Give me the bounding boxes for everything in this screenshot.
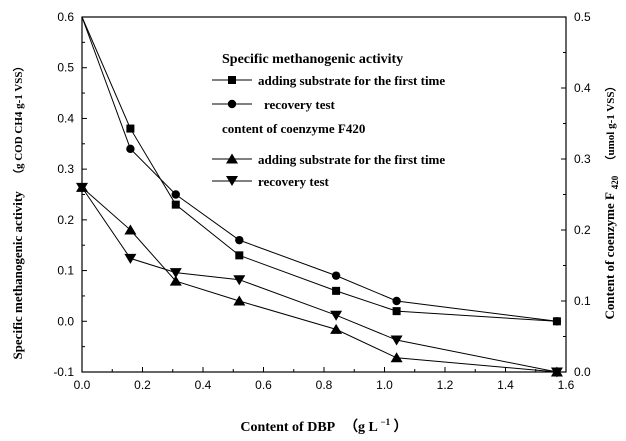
plot-frame xyxy=(81,16,567,373)
x-tick-label: 0.2 xyxy=(134,378,151,392)
y-left-axis-title: Specific methanogenic activity （g COD CH… xyxy=(10,60,25,359)
y-right-tick-label: 0.4 xyxy=(574,81,591,95)
data-point-triangle-up xyxy=(390,352,403,363)
legend-marker-triangle-up xyxy=(226,153,238,164)
series-2 xyxy=(76,181,563,377)
y-right-tick-label: 0.5 xyxy=(574,10,591,24)
data-point-square xyxy=(332,286,341,295)
legend-item-f420-first: adding substrate for the first time xyxy=(212,152,445,167)
data-point-triangle-up xyxy=(330,323,343,334)
y-right-axis-title: Content of coenzyme F 420 （umol g-1 VSS） xyxy=(602,81,621,320)
legend-label-sma-first: adding substrate for the first time xyxy=(258,73,445,88)
data-point-triangle-down xyxy=(330,310,343,321)
x-tick-label: 1.2 xyxy=(437,378,454,392)
legend-marker-square xyxy=(228,76,236,84)
y-left-axis-title-unit: （g COD CH4 g-1 VSS） xyxy=(12,60,25,180)
legend-marker-circle xyxy=(227,99,237,109)
y-right-tick-label: 0.1 xyxy=(574,294,591,308)
legend: Specific methanogenic activity adding su… xyxy=(212,52,445,189)
x-tick-label: 1.0 xyxy=(376,378,393,392)
data-point-circle xyxy=(235,235,244,245)
series-line xyxy=(81,187,557,373)
x-axis-title-unit-close: ） xyxy=(394,419,408,435)
y-left-tick-label: 0.5 xyxy=(57,61,74,75)
data-point-circle xyxy=(392,296,401,306)
legend-item-sma-recovery: recovery test xyxy=(212,97,336,112)
x-tick-label: 1.6 xyxy=(558,378,575,392)
data-point-triangle-up xyxy=(169,275,182,286)
y-left-tick-label: -0.1 xyxy=(53,365,74,379)
y-left-tick-label: 0.2 xyxy=(57,213,74,227)
y-left-tick-label: 0.4 xyxy=(57,111,74,125)
legend-item-sma-first: adding substrate for the first time xyxy=(212,73,445,88)
legend-label-f420-recovery: recovery test xyxy=(258,174,330,189)
data-point-triangle-down xyxy=(390,335,403,346)
data-point-square xyxy=(126,124,135,133)
data-point-triangle-down xyxy=(550,367,563,378)
y-right-tick-label: 0.2 xyxy=(574,223,591,237)
y-left-tick-label: 0.1 xyxy=(57,264,74,278)
data-point-square xyxy=(392,307,401,316)
data-point-triangle-down xyxy=(169,268,182,279)
data-point-circle xyxy=(171,190,180,199)
series-line xyxy=(81,187,558,373)
tick-layer: 0.0 0.2 0.4 0.6 0.8 1.0 1.2 1.4 1.6-0.10.00.10.2… xyxy=(53,10,591,392)
legend-label-sma-recovery: recovery test xyxy=(264,97,336,112)
x-tick-label: 0.6 xyxy=(255,378,272,392)
data-point-triangle-up xyxy=(233,295,246,306)
data-point-circle xyxy=(331,271,341,280)
legend-group1-title: Specific methanogenic activity xyxy=(222,52,403,67)
legend-group2-title: content of coenzyme F420 xyxy=(222,121,365,136)
y-right-axis-title-unit: （umol g-1 VSS） xyxy=(604,81,617,167)
data-point-triangle-down xyxy=(233,275,246,286)
series-1 xyxy=(81,16,562,326)
y-left-tick-label: 0.0 xyxy=(57,314,74,328)
x-tick-label: 0.0 xyxy=(74,378,91,392)
data-point-triangle-down xyxy=(124,253,137,264)
legend-marker-triangle-down xyxy=(226,176,238,186)
x-tick-label: 0.8 xyxy=(316,378,333,392)
x-tick-label: 0.4 xyxy=(195,378,212,392)
x-axis-title-main: Content of DBP xyxy=(240,420,335,435)
data-point-square xyxy=(235,251,244,260)
legend-item-f420-recovery: recovery test xyxy=(212,174,330,189)
series-3 xyxy=(76,182,563,378)
x-tick-label: 1.4 xyxy=(497,378,514,392)
y-right-axis-title-sub: 420 xyxy=(610,175,620,189)
y-right-tick-label: 0.0 xyxy=(574,365,591,379)
x-axis-title: Content of DBP （g L −1 ） xyxy=(240,414,407,435)
y-left-tick-label: 0.6 xyxy=(57,10,74,24)
data-point-circle xyxy=(126,144,135,154)
data-point-triangle-down xyxy=(76,182,88,193)
y-left-tick-label: 0.3 xyxy=(57,162,74,176)
data-point-circle xyxy=(552,317,562,326)
y-left-axis-title-main: Specific methanogenic activity xyxy=(10,191,25,360)
x-axis-title-unit-open: （g L xyxy=(344,419,377,435)
legend-label-f420-first: adding substrate for the first time xyxy=(258,152,445,167)
y-right-axis-title-main: Content of coenzyme F xyxy=(602,192,617,319)
data-point-square xyxy=(171,200,180,209)
data-point-triangle-up xyxy=(124,224,137,235)
x-axis-title-unit-sup: −1 xyxy=(381,417,391,427)
y-right-tick-label: 0.3 xyxy=(574,152,591,166)
series-layer xyxy=(76,16,563,378)
